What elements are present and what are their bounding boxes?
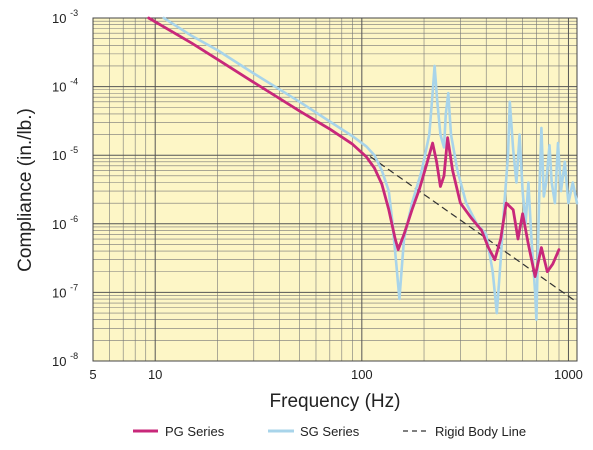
legend-label-rigid: Rigid Body Line	[435, 424, 526, 439]
series-line-rigid-body-line	[369, 156, 578, 303]
legend-item-rigid: Rigid Body Line	[403, 424, 526, 439]
legend-item-sg: SG Series	[268, 424, 360, 439]
y-tick-label: 10 -6	[52, 214, 78, 232]
x-tick-label: 1000	[554, 367, 583, 382]
x-tick-labels: 5 10 100 1000	[89, 367, 583, 382]
x-tick-label: 100	[351, 367, 373, 382]
x-axis-title: Frequency (Hz)	[270, 391, 401, 412]
y-tick-label: 10 -5	[52, 145, 78, 163]
y-tick-label: 10 -4	[52, 77, 78, 95]
y-tick-labels: 10 -3 10 -4 10 -5 10 -6 10 -7 10 -8	[52, 8, 78, 369]
series-line-pg-series	[147, 16, 561, 278]
series-layer	[147, 16, 579, 321]
legend-label-pg: PG Series	[165, 424, 225, 439]
x-tick-label: 5	[89, 367, 96, 382]
x-tick-label: 10	[148, 367, 162, 382]
y-tick-label: 10 -7	[52, 282, 78, 300]
minor-gridlines	[93, 18, 577, 361]
y-tick-label: 10 -8	[52, 351, 78, 369]
plot-frame	[92, 17, 578, 362]
legend: PG Series SG Series Rigid Body Line	[133, 424, 526, 439]
y-axis-title: Compliance (in./lb.)	[15, 108, 36, 272]
legend-item-pg: PG Series	[133, 424, 225, 439]
y-tick-label: 10 -3	[52, 8, 78, 26]
legend-label-sg: SG Series	[300, 424, 360, 439]
